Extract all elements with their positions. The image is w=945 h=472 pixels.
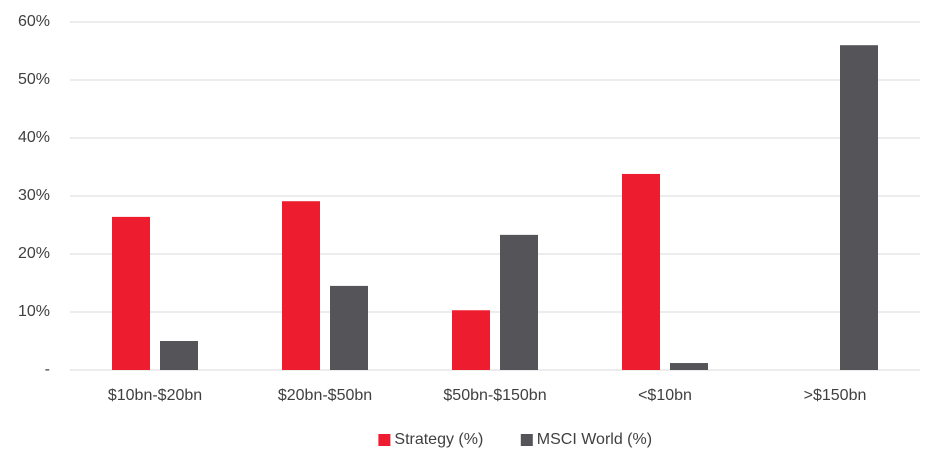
bar: [670, 363, 708, 370]
legend-swatch: [378, 434, 391, 446]
y-tick-label: 60%: [18, 13, 50, 30]
legend-swatch: [520, 434, 533, 446]
x-tick-label: >$150bn: [804, 387, 867, 404]
y-tick-label: 40%: [18, 129, 50, 146]
x-tick-label: $20bn-$50bn: [278, 387, 372, 404]
y-tick-label: 20%: [18, 245, 50, 262]
bar: [840, 45, 878, 370]
bar: [500, 234, 538, 370]
bar: [452, 310, 490, 370]
y-tick-label: -: [45, 361, 50, 378]
y-tick-label: 10%: [18, 303, 50, 320]
bar: [160, 341, 198, 370]
bar: [330, 285, 368, 370]
bar: [622, 173, 660, 370]
bar: [112, 216, 150, 370]
bar: [282, 201, 320, 370]
y-tick-label: 50%: [18, 71, 50, 88]
x-tick-label: $10bn-$20bn: [108, 387, 202, 404]
x-tick-label: <$10bn: [638, 387, 692, 404]
legend-label: MSCI World (%): [537, 431, 652, 448]
legend-label: Strategy (%): [394, 431, 483, 448]
y-tick-label: 30%: [18, 187, 50, 204]
x-tick-label: $50bn-$150bn: [443, 387, 546, 404]
